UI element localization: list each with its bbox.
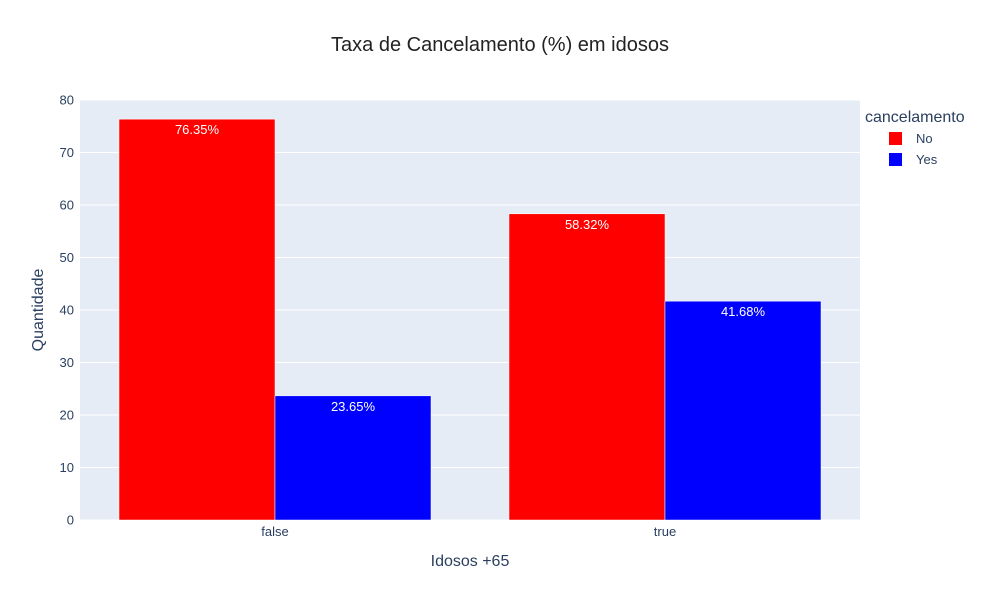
y-tick-label: 60 <box>60 198 74 213</box>
legend-label-no[interactable]: No <box>916 131 933 146</box>
y-tick-label: 20 <box>60 408 74 423</box>
bars: 76.35% 23.65% 58.32% 41.68% <box>118 118 822 521</box>
chart-title: Taxa de Cancelamento (%) em idosos <box>331 34 669 56</box>
legend: cancelamento No Yes <box>865 109 965 167</box>
y-tick-label: 10 <box>60 460 74 475</box>
y-tick-label: 70 <box>60 145 74 160</box>
y-tick-label: 0 <box>67 513 74 528</box>
y-tick-label: 40 <box>60 303 74 318</box>
x-tick-label: true <box>654 524 676 539</box>
axis-ticks: 0 10 20 30 40 50 60 70 80 false true <box>60 93 677 540</box>
y-tick-label: 50 <box>60 250 74 265</box>
bar-value-label: 41.68% <box>721 304 766 319</box>
x-axis-title: Idosos +65 <box>431 553 510 570</box>
bar-no-true <box>508 213 666 521</box>
bar-yes-true <box>664 300 822 521</box>
bar-value-label: 58.32% <box>565 217 610 232</box>
x-tick-label: false <box>261 524 288 539</box>
legend-swatch-no[interactable] <box>889 132 902 145</box>
y-tick-label: 30 <box>60 355 74 370</box>
legend-title: cancelamento <box>865 109 965 126</box>
y-axis-title: Quantidade <box>30 269 47 352</box>
bar-yes-false <box>274 395 432 521</box>
bar-value-label: 23.65% <box>331 399 376 414</box>
bar-no-false <box>118 118 276 521</box>
legend-swatch-yes[interactable] <box>889 153 902 166</box>
legend-label-yes[interactable]: Yes <box>916 152 938 167</box>
y-tick-label: 80 <box>60 93 74 108</box>
bar-value-label: 76.35% <box>175 122 220 137</box>
